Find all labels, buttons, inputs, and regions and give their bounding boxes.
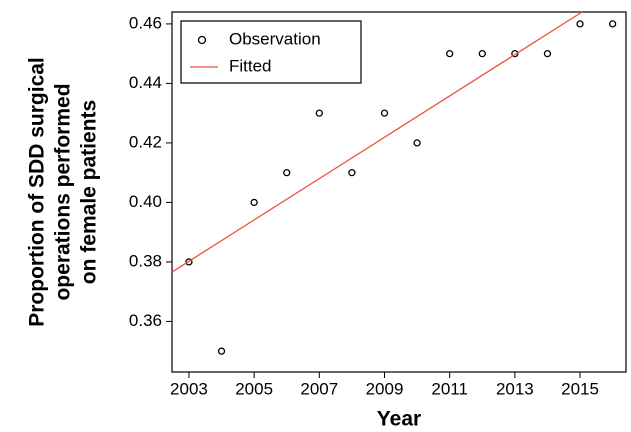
observation-point (217, 347, 226, 355)
y-tick-label: 0.36 (129, 311, 162, 330)
x-tick-label: 2009 (366, 379, 404, 398)
legend-label: Fitted (229, 56, 272, 75)
legend-box (180, 20, 362, 84)
y-tick-label: 0.42 (129, 132, 162, 151)
observation-point (348, 169, 356, 177)
observation-point (250, 198, 258, 207)
y-tick-label: 0.46 (129, 13, 162, 32)
y-axis-label: on female patients (78, 100, 101, 284)
y-axis-label: Proportion of SDD surgical (26, 57, 49, 327)
y-tick-label: 0.40 (129, 192, 162, 211)
observation-point (478, 50, 486, 58)
observation-point (413, 139, 421, 147)
observation-point (185, 258, 193, 266)
x-tick-label: 2007 (300, 379, 338, 398)
fitted-line (171, 11, 583, 273)
observation-point (283, 169, 291, 177)
y-tick-label: 0.44 (129, 73, 162, 92)
legend-marker (197, 35, 207, 45)
plot-frame (171, 11, 627, 373)
observation-point (511, 50, 519, 58)
observation-point (543, 50, 552, 58)
observation-point (315, 109, 323, 117)
x-tick-label: 2015 (561, 379, 599, 398)
x-axis-label: Year (377, 408, 421, 431)
y-tick-label: 0.38 (129, 251, 162, 270)
observation-point (380, 109, 389, 117)
observation-point (446, 50, 454, 58)
observation-point (608, 20, 617, 28)
x-tick-label: 2013 (496, 379, 534, 398)
x-tick-label: 2005 (235, 379, 273, 398)
y-axis-label: operations performed (52, 83, 75, 300)
x-tick-label: 2011 (431, 379, 468, 398)
x-tick-label: 2003 (170, 379, 208, 398)
legend-label: Observation (229, 29, 321, 48)
observation-point (576, 20, 584, 28)
